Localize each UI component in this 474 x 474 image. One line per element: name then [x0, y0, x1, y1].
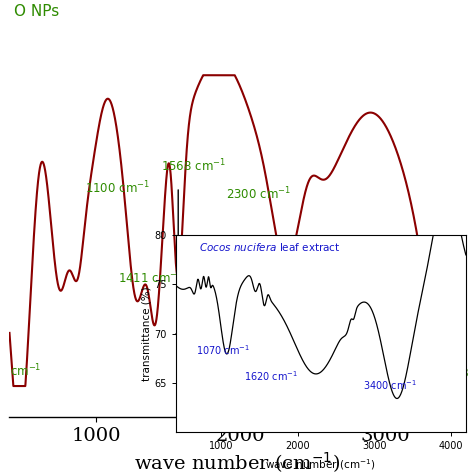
Text: cm$^{-1}$: cm$^{-1}$: [10, 363, 42, 380]
X-axis label: wave number (cm$^{-1}$): wave number (cm$^{-1}$): [134, 450, 340, 474]
Text: 1568 cm$^{-1}$: 1568 cm$^{-1}$: [161, 158, 226, 174]
Text: 1100 cm$^{-1}$: 1100 cm$^{-1}$: [84, 180, 150, 196]
Text: O NPs: O NPs: [14, 4, 59, 19]
Text: 2300 cm$^{-1}$: 2300 cm$^{-1}$: [226, 186, 291, 202]
Text: 1411 cm$^{-1}$: 1411 cm$^{-1}$: [118, 270, 183, 286]
Text: 33: 33: [455, 367, 469, 380]
